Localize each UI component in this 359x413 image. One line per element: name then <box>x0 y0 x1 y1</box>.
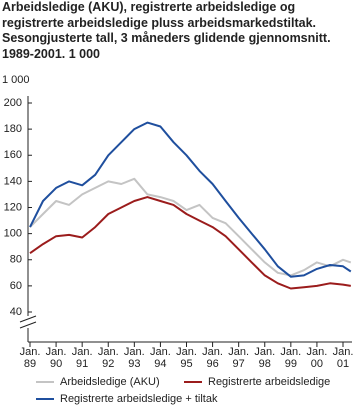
axis-break <box>19 321 37 329</box>
legend-entry: Arbeidsledige (AKU) <box>36 376 160 388</box>
x-tick-label: Jan. 96 <box>202 346 223 370</box>
x-tick-label: Jan. 00 <box>306 346 328 370</box>
y-tick-label: 180 <box>4 123 22 135</box>
x-tick-label: Jan. 01 <box>332 346 354 370</box>
legend-entry: Registrerte arbeidsledige + tiltak <box>36 393 217 405</box>
series-line <box>29 177 352 277</box>
x-tick-label: Jan. 99 <box>280 346 302 370</box>
legend-label: Registrerte arbeidsledige + tiltak <box>60 393 218 405</box>
legend-label: Registrerte arbeidsledige <box>208 376 331 388</box>
x-tick-label: Jan. 92 <box>97 346 119 370</box>
x-tick-label: Jan. 91 <box>71 346 93 370</box>
y-tick-label: 140 <box>4 175 22 187</box>
chart-title: Arbeidsledige (AKU), registrerte arbeids… <box>2 0 331 61</box>
y-tick-label: 200 <box>4 97 22 109</box>
y-tick-label: 120 <box>4 201 22 213</box>
x-tick-label: Jan. 97 <box>228 346 250 370</box>
x-tick-label: Jan. 90 <box>45 346 67 370</box>
y-axis-label: 1 000 <box>2 74 30 86</box>
x-tick-label: Jan. 93 <box>123 346 145 370</box>
series-line <box>29 196 351 290</box>
y-tick-label: 160 <box>4 149 22 161</box>
legend-label: Arbeidsledige (AKU) <box>60 376 160 388</box>
x-tick-label: Jan. 95 <box>176 346 197 370</box>
axis-break <box>19 315 37 323</box>
y-tick-label: 80 <box>10 254 22 266</box>
x-tick-label: Jan. 94 <box>150 346 171 370</box>
legend-swatch <box>36 381 54 383</box>
legend-swatch <box>184 381 202 383</box>
series-line <box>29 121 352 278</box>
y-tick-label: 40 <box>10 306 22 318</box>
legend-swatch <box>36 398 54 400</box>
y-tick-label: 60 <box>10 280 22 292</box>
axis-break-gap <box>20 316 36 328</box>
y-tick-label: 100 <box>4 228 22 240</box>
x-tick-label: Jan. 98 <box>254 346 276 370</box>
x-tick-label: Jan. 89 <box>19 346 41 370</box>
legend-entry: Registrerte arbeidsledige <box>184 376 330 388</box>
